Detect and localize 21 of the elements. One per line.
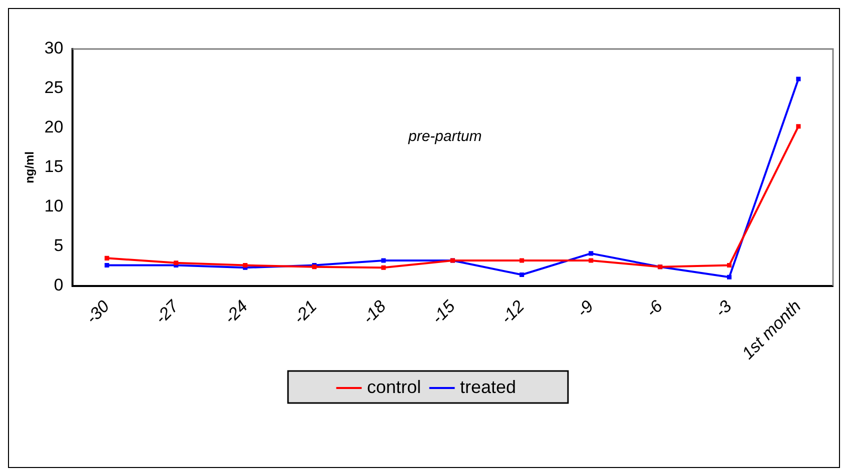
- x-tick-label: -30: [82, 296, 114, 328]
- x-tick-label: -15: [428, 296, 460, 328]
- y-tick-label: 25: [44, 78, 64, 98]
- legend-label: control: [366, 376, 421, 397]
- x-tick-label: -12: [497, 296, 528, 328]
- x-tick-label: -18: [358, 296, 390, 328]
- x-tick-label: -24: [220, 296, 252, 328]
- y-tick-label: 5: [54, 236, 64, 256]
- legend-label: treated: [460, 376, 516, 397]
- y-tick-label: 20: [44, 118, 64, 137]
- x-tick-label: -6: [642, 296, 667, 321]
- x-tick-label: -9: [573, 296, 598, 321]
- y-tick-label: 30: [44, 38, 64, 58]
- x-tick-label: -21: [290, 296, 321, 328]
- y-axis-title: ng/ml: [22, 151, 37, 184]
- x-tick-label: -3: [711, 296, 736, 321]
- annotation: pre-partum: [407, 128, 482, 145]
- y-tick-label: 0: [54, 275, 64, 294]
- x-tick-label: -27: [151, 296, 183, 328]
- y-tick-label: 10: [44, 196, 64, 216]
- y-tick-label: 15: [44, 157, 64, 176]
